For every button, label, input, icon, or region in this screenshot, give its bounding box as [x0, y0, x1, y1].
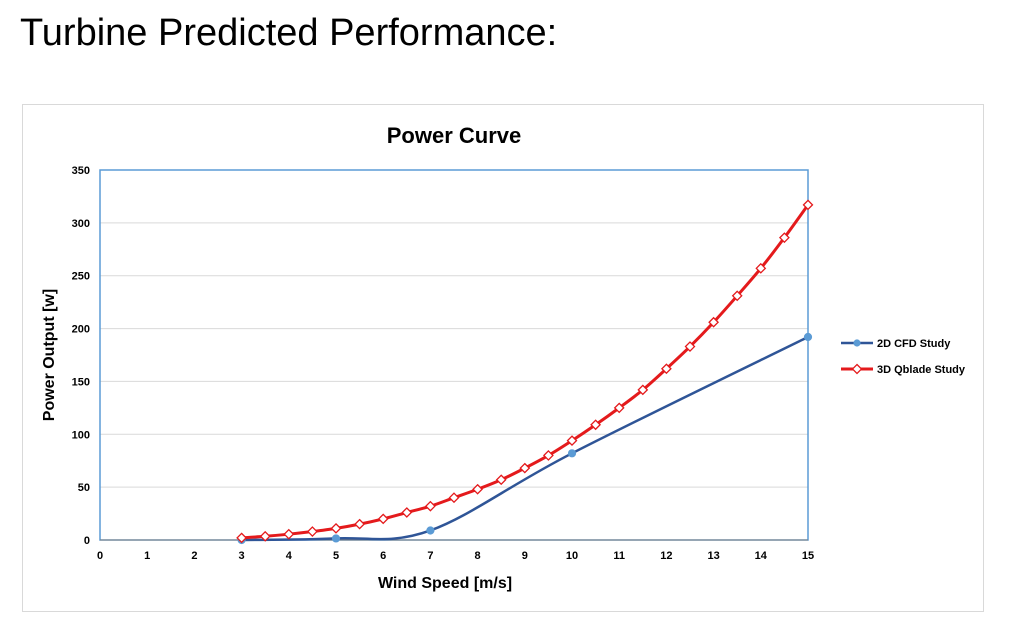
x-tick-label: 7: [427, 550, 433, 562]
data-point: [590, 419, 602, 431]
x-tick-labels: 0 1 2 3 4 5 6 7 8 9 10 11 12 13 14 15: [97, 550, 814, 562]
data-point: [401, 507, 413, 518]
x-tick-label: 5: [333, 550, 339, 562]
data-point: [519, 462, 531, 474]
y-tick-label: 350: [72, 165, 90, 177]
y-tick-label: 150: [72, 376, 90, 388]
data-point: [755, 262, 767, 274]
y-axis-label: Power Output [w]: [41, 289, 58, 421]
x-tick-label: 9: [522, 550, 528, 562]
x-tick-label: 0: [97, 550, 103, 562]
legend-marker: [853, 339, 861, 347]
data-point: [377, 513, 389, 525]
series-line: [241, 335, 809, 542]
series-1: [237, 332, 813, 545]
x-axis-label: Wind Speed [m/s]: [378, 575, 512, 592]
y-tick-label: 50: [78, 482, 90, 494]
data-point: [448, 492, 460, 504]
x-tick-label: 2: [191, 550, 197, 562]
data-point: [472, 483, 484, 495]
legend-label: 2D CFD Study: [877, 338, 951, 350]
data-point: [708, 316, 720, 328]
data-point: [424, 500, 436, 512]
data-point: [778, 232, 790, 244]
power-curve-chart: Power Curve Wind Speed [m/s] Power Outpu…: [41, 123, 966, 592]
x-tick-label: 15: [802, 550, 814, 562]
y-tick-label: 0: [84, 535, 90, 547]
y-tick-labels: 0 50 100 150 200 250 300 350: [72, 165, 90, 547]
gridlines: [100, 169, 808, 488]
chart-title: Power Curve: [387, 123, 522, 148]
y-tick-label: 200: [72, 324, 90, 336]
data-point: [803, 332, 813, 342]
data-point: [283, 528, 295, 540]
data-point: [236, 532, 248, 544]
data-point: [613, 402, 625, 414]
y-tick-label: 300: [72, 218, 90, 230]
data-point: [542, 450, 554, 461]
x-tick-label: 8: [475, 550, 481, 562]
series-2: [236, 199, 814, 544]
x-tick-label: 4: [286, 550, 293, 562]
data-point: [495, 474, 507, 486]
page-title: Turbine Predicted Performance:: [20, 12, 558, 54]
data-point: [330, 522, 342, 534]
x-tick-label: 6: [380, 550, 386, 562]
data-point: [354, 518, 366, 530]
legend: 2D CFD Study 3D Qblade Study: [841, 338, 966, 376]
data-point: [567, 449, 577, 458]
data-point: [684, 341, 696, 352]
data-point: [802, 199, 814, 211]
data-point: [660, 363, 672, 375]
y-tick-label: 100: [72, 429, 90, 441]
data-point: [731, 290, 743, 302]
data-point: [331, 534, 341, 543]
legend-label: 3D Qblade Study: [877, 364, 966, 376]
x-tick-label: 11: [613, 550, 625, 562]
plot-area-border: [99, 169, 809, 541]
x-tick-label: 1: [144, 550, 150, 562]
data-point: [259, 530, 271, 542]
data-point: [426, 526, 435, 535]
legend-marker: [851, 363, 863, 375]
data-point: [306, 526, 318, 537]
y-tick-label: 250: [72, 271, 90, 283]
data-point: [566, 435, 578, 447]
data-point: [637, 384, 649, 396]
x-tick-label: 14: [755, 550, 768, 562]
series-line: [241, 204, 810, 540]
x-tick-label: 13: [707, 550, 719, 562]
chart-frame: Power Curve Wind Speed [m/s] Power Outpu…: [22, 104, 984, 612]
x-tick-label: 3: [239, 550, 245, 562]
x-tick-label: 12: [660, 550, 672, 562]
x-tick-label: 10: [566, 550, 578, 562]
